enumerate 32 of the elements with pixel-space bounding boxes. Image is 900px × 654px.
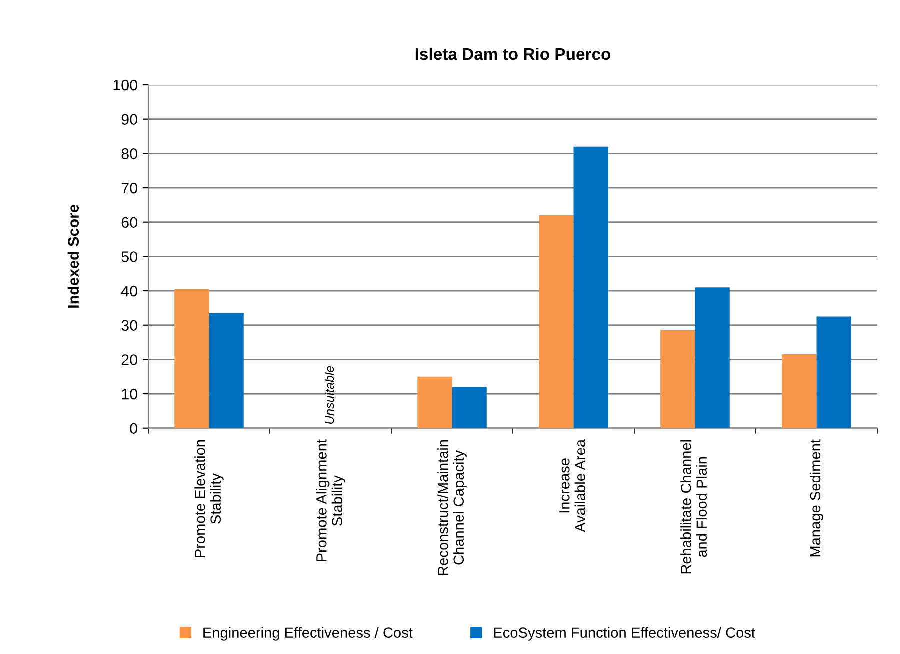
bar <box>209 313 244 428</box>
y-axis-title: Indexed Score <box>68 204 80 308</box>
y-tick-label: 0 <box>130 423 138 434</box>
chart-title: Isleta Dam to Rio Puerco <box>416 48 611 60</box>
y-tick-label: 40 <box>121 286 138 297</box>
x-tick-label: Rehabilitate Channel and Flood Plain <box>680 440 708 574</box>
bar <box>452 387 487 428</box>
x-tick-label: Promote Alignment Stability <box>316 440 346 562</box>
y-tick-label: 50 <box>122 252 138 262</box>
y-tick-label: 10 <box>122 388 138 400</box>
y-tick-label: 30 <box>122 320 138 332</box>
bar <box>816 316 852 428</box>
x-tick-label: Manage Sediment <box>810 440 824 557</box>
bar <box>782 354 817 428</box>
bar <box>418 376 452 428</box>
y-tick-label: 60 <box>122 217 138 228</box>
annotation: Unsuitable <box>324 366 334 424</box>
y-tick-label: 70 <box>122 182 138 194</box>
x-tick-label: Increase Available Area <box>560 439 586 532</box>
y-tick-label: 90 <box>122 114 138 126</box>
x-tick-label: Reconstruct/Maintain Channel Capacity <box>438 440 467 576</box>
y-tick-label: 100 <box>114 80 138 91</box>
bar <box>695 288 730 428</box>
y-tick-label: 80 <box>122 148 138 160</box>
legend-label: EcoSystem Function Effectiveness/ Cost <box>494 627 756 641</box>
bar <box>174 289 210 428</box>
bar <box>539 215 574 428</box>
legend-label: Engineering Effectiveness / Cost <box>204 627 413 641</box>
bar <box>660 330 696 428</box>
bar <box>574 146 608 428</box>
y-tick-label: 20 <box>122 354 138 366</box>
x-tick-label: Promote Elevation Stability <box>194 440 224 558</box>
